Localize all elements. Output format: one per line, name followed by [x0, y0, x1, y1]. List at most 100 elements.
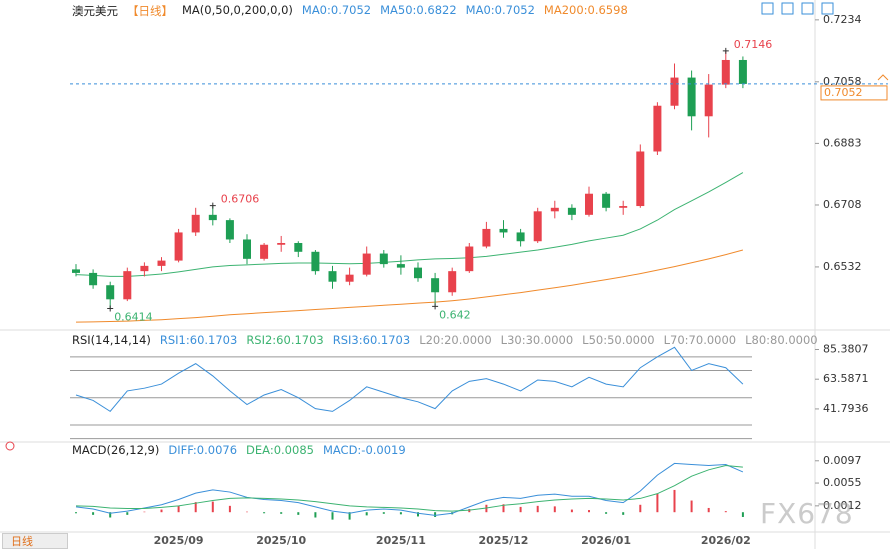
candle-body [140, 265, 149, 272]
histogram-bar [280, 512, 283, 514]
histogram-bar [92, 512, 95, 515]
histogram-bar [553, 506, 556, 513]
candle-body [738, 59, 747, 84]
candle-body [362, 253, 371, 275]
histogram-bar [194, 502, 197, 513]
y-tick-label: 0.0097 [823, 454, 862, 467]
x-tick-label: 2025/11 [376, 534, 426, 547]
legend-item: L80:80.0000 [745, 333, 818, 347]
legend-item: MA50:0.6822 [380, 3, 457, 17]
low-annotation: 0.6414 [114, 310, 153, 323]
candle-body [106, 285, 115, 300]
candle-body [619, 206, 628, 208]
histogram-bar [724, 511, 727, 513]
legend-item: MACD(26,12,9) [72, 443, 160, 457]
histogram-bar [468, 509, 471, 513]
legend-item: L30:30.0000 [500, 333, 574, 347]
candle-body [243, 239, 251, 259]
histogram-bar [707, 507, 710, 513]
candle-body [311, 251, 320, 272]
last-price-box [820, 85, 888, 101]
candle-body [431, 278, 440, 293]
icon[interactable] [761, 2, 774, 15]
legend-item: RSI(14,14,14) [72, 333, 151, 347]
y-tick-label: 0.0055 [823, 476, 862, 489]
candle-body [225, 220, 234, 240]
histogram-bar [502, 504, 505, 513]
candle-body [208, 214, 217, 221]
candle-body [379, 253, 388, 265]
histogram-bar [741, 512, 744, 517]
high-annotation: 0.7146 [734, 38, 773, 51]
legend-item: MA0:0.7052 [301, 3, 372, 17]
candle-body [191, 214, 200, 233]
marker [432, 303, 439, 310]
candle-body [567, 207, 576, 215]
candle-body [670, 77, 679, 106]
marker [107, 305, 114, 312]
series-line [75, 346, 744, 413]
histogram-bar [297, 512, 300, 515]
histogram-bar [639, 504, 642, 513]
period-button[interactable]: 日线 [2, 533, 68, 549]
histogram-bar [246, 511, 248, 513]
series-line [75, 249, 744, 323]
candle-body [260, 244, 269, 259]
histogram-bar [228, 505, 231, 513]
icon[interactable] [821, 2, 834, 15]
histogram-bar [348, 512, 351, 520]
histogram-bar [263, 512, 266, 514]
candle-body [602, 193, 611, 208]
legend-item: 【日线】 [127, 4, 173, 18]
legend-item: L50:50.0000 [582, 333, 655, 347]
y-tick-label: 0.6532 [823, 260, 862, 273]
candle-body [721, 59, 730, 85]
histogram-bar [399, 512, 402, 515]
toolbar-icons [5, 2, 889, 451]
last-price-label: 0.7052 [824, 86, 863, 99]
histogram-bar [126, 512, 129, 515]
candle-body [636, 151, 645, 207]
histogram-bar [673, 489, 676, 513]
candle-body [328, 271, 337, 282]
x-tick-label: 2025/09 [154, 534, 204, 547]
candle-body [157, 260, 166, 266]
macd-legend: MACD(26,12,9) DIFF:0.0076 DEA:0.0085 MACD:-… [72, 443, 406, 457]
histogram-bar [536, 505, 539, 513]
histogram-bar [605, 512, 608, 514]
legend-item: L70:70.0000 [663, 333, 737, 347]
icon[interactable] [801, 2, 814, 15]
legend-item: DIFF:0.0076 [168, 443, 238, 457]
candle-body [414, 267, 422, 279]
histogram-bar [622, 512, 625, 515]
histogram-bar [570, 509, 573, 513]
histogram-bar [382, 512, 385, 514]
candle-body [550, 207, 559, 212]
y-tick-label: 0.7058 [823, 75, 862, 88]
histogram-bar [109, 512, 112, 518]
candle-body [533, 211, 542, 242]
candle-body [174, 232, 183, 261]
histogram-bar [690, 500, 693, 513]
candle-body [585, 193, 593, 215]
legend-item: DEA:0.0085 [246, 443, 314, 457]
legend-item: MA0:0.7052 [465, 3, 535, 17]
candle-body [653, 105, 662, 152]
legend-item: 澳元美元 [72, 4, 118, 18]
candle-body [499, 228, 508, 233]
marker [722, 47, 729, 54]
candle-body [294, 242, 303, 252]
legend-item: MA200:0.6598 [543, 3, 628, 17]
icon[interactable] [877, 74, 889, 81]
histogram-bar [365, 512, 368, 516]
candle-body [396, 264, 405, 268]
candle-body [465, 246, 474, 272]
icon[interactable] [781, 2, 794, 15]
legend-item: RSI1:60.1703 [159, 333, 238, 347]
x-tick-label: 2026/02 [701, 534, 751, 547]
candle-body [277, 242, 286, 245]
series-line [75, 172, 744, 277]
price-legend: 澳元美元 【日线】 MA(0,50,0,200,0,0) MA0:0.7052 MA50… [72, 3, 628, 19]
icon[interactable] [5, 441, 15, 451]
